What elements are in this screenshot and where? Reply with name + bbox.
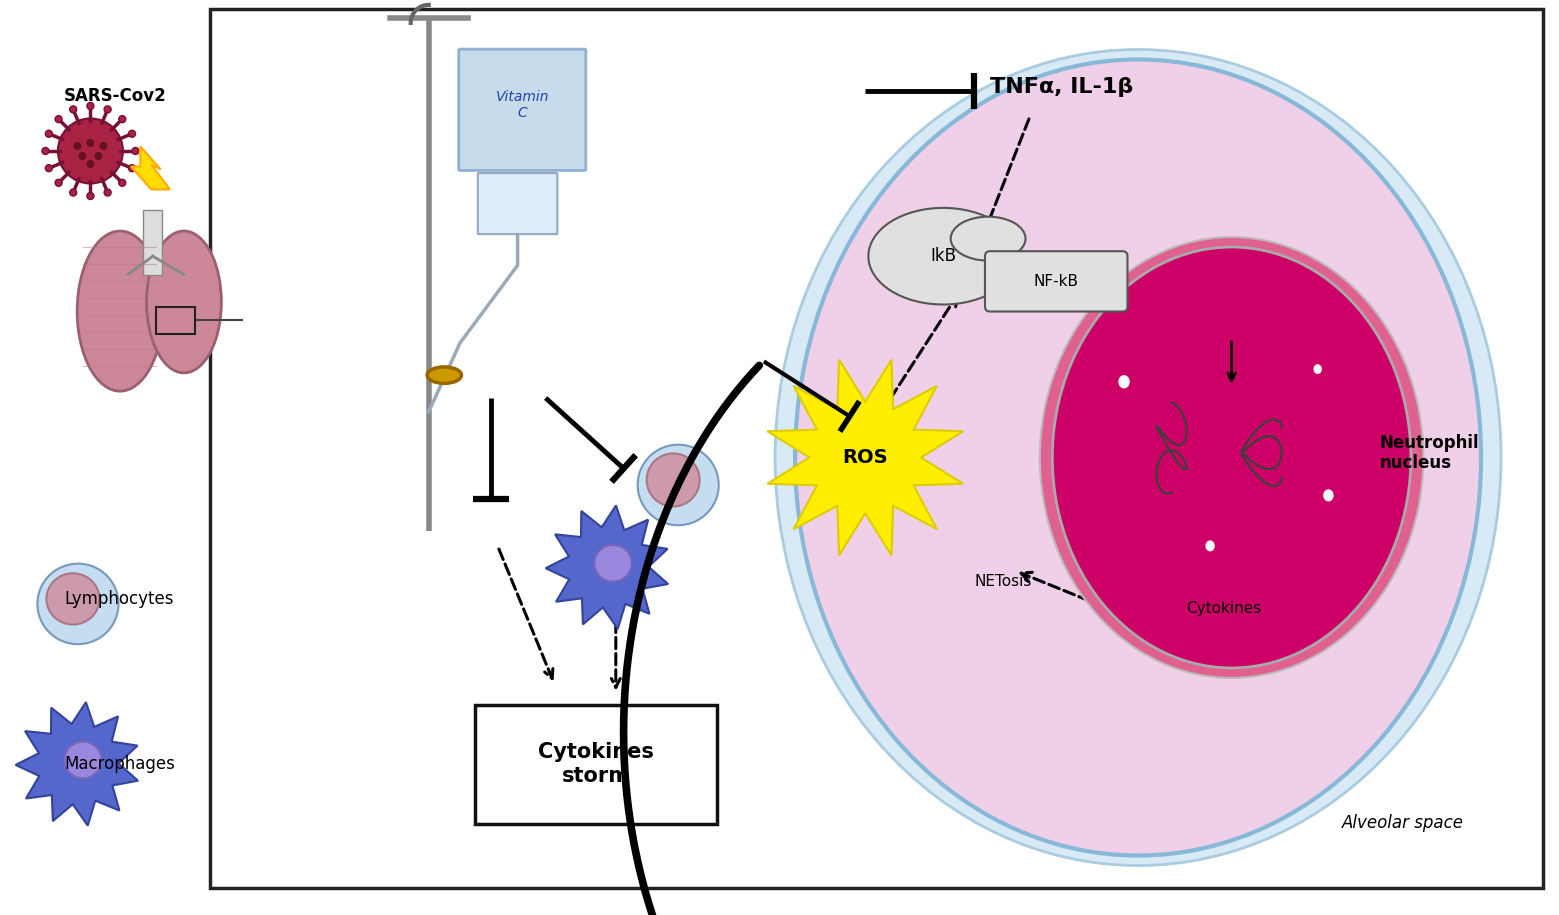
Text: Alveolar space: Alveolar space [1342,814,1464,833]
Ellipse shape [427,367,461,383]
Ellipse shape [87,192,94,199]
Ellipse shape [1119,376,1129,388]
Ellipse shape [76,231,162,391]
Polygon shape [767,360,963,555]
Text: TNFα, IL-1β: TNFα, IL-1β [990,77,1133,97]
Bar [143,210,162,274]
Text: Cytokines
storm: Cytokines storm [538,742,655,786]
Bar [475,705,717,824]
Ellipse shape [594,545,631,582]
Text: ROS: ROS [842,448,889,467]
FancyBboxPatch shape [985,252,1127,311]
Ellipse shape [1040,237,1423,678]
Ellipse shape [78,152,86,160]
Ellipse shape [638,445,719,525]
Ellipse shape [86,139,95,147]
Ellipse shape [128,130,136,137]
Ellipse shape [45,165,53,172]
Text: IkB: IkB [931,247,956,265]
Bar [156,307,195,334]
Ellipse shape [37,564,118,644]
Ellipse shape [70,106,76,113]
Ellipse shape [87,102,94,110]
Bar [210,9,1543,888]
Ellipse shape [55,179,62,187]
Text: NF-kB: NF-kB [1034,274,1079,289]
Ellipse shape [86,160,95,168]
Polygon shape [546,505,669,629]
Ellipse shape [70,189,76,196]
Ellipse shape [147,231,221,373]
Text: SARS-Cov2: SARS-Cov2 [64,87,167,105]
Ellipse shape [42,147,48,155]
Text: Cytokines: Cytokines [1186,601,1261,616]
Ellipse shape [133,147,139,155]
FancyBboxPatch shape [458,49,586,170]
Ellipse shape [64,742,101,779]
Ellipse shape [104,189,111,196]
Text: Vitamin
C: Vitamin C [496,90,549,121]
Ellipse shape [951,217,1026,261]
Ellipse shape [1314,365,1320,373]
Ellipse shape [58,118,123,184]
Text: NETosis: NETosis [974,574,1032,588]
Ellipse shape [1052,247,1411,668]
Ellipse shape [118,179,126,187]
Ellipse shape [104,106,111,113]
Ellipse shape [45,130,53,137]
Ellipse shape [1324,490,1333,501]
FancyBboxPatch shape [477,173,558,234]
Ellipse shape [775,49,1501,866]
Ellipse shape [868,208,1018,305]
Text: Neutrophil
nucleus: Neutrophil nucleus [1380,434,1479,472]
Ellipse shape [47,574,100,625]
Text: Lymphocytes: Lymphocytes [64,590,173,608]
Ellipse shape [73,142,81,150]
Ellipse shape [55,115,62,123]
Ellipse shape [647,454,700,507]
Text: Macrophages: Macrophages [64,755,175,773]
Ellipse shape [118,115,126,123]
Ellipse shape [95,152,103,160]
Ellipse shape [1207,541,1214,551]
Polygon shape [131,146,170,189]
Ellipse shape [128,165,136,172]
Polygon shape [16,702,139,825]
Ellipse shape [795,59,1481,856]
Ellipse shape [100,142,108,150]
